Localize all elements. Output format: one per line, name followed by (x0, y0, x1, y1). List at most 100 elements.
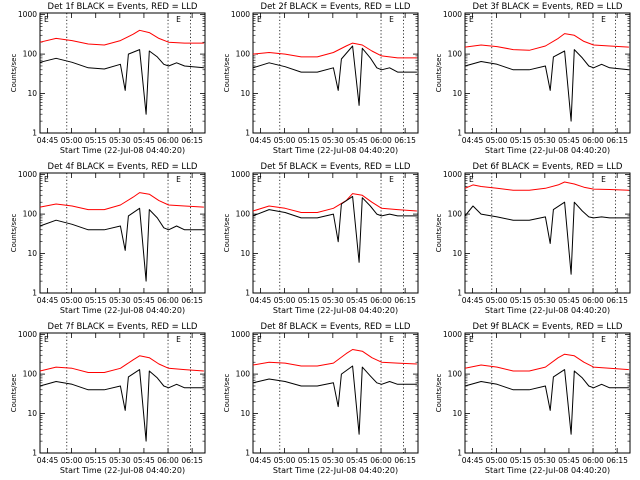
marker-label: E (469, 335, 474, 344)
x-tick-label: 06:15 (181, 136, 203, 145)
x-tick-label: 05:45 (133, 296, 155, 305)
y-tick-label: 10 (240, 409, 250, 418)
x-tick-label: 05:30 (322, 136, 344, 145)
lld-series-line (253, 43, 417, 58)
x-tick-label: 05:45 (133, 136, 155, 145)
y-tick-label: 1000 (18, 10, 37, 19)
lld-series-line (253, 350, 417, 367)
y-axis-label: Counts/sec (435, 214, 443, 253)
panel-det-7: Det 7f BLACK = Events, RED = LLD 1 10 100 10… (10, 322, 205, 475)
x-tick-label: 06:15 (606, 456, 628, 465)
x-tick-label: 05:00 (274, 136, 296, 145)
marker-label: E (257, 175, 262, 184)
marker-label: E (176, 175, 181, 184)
marker-label: E (389, 15, 394, 24)
events-series-line (253, 366, 417, 434)
y-tick-label: 10 (27, 409, 37, 418)
x-tick-label: 05:15 (85, 456, 107, 465)
x-axis-label: Start Time (22-Jul-08 04:40:20) (60, 306, 185, 315)
x-tick-label: 06:15 (394, 136, 416, 145)
x-tick-label: 05:45 (558, 296, 580, 305)
plot-frame (40, 173, 205, 293)
x-tick-label: 05:45 (558, 136, 580, 145)
events-series-line (465, 370, 629, 435)
x-tick-label: 06:00 (157, 456, 179, 465)
x-tick-label: 06:00 (370, 456, 392, 465)
lld-series-line (40, 356, 204, 373)
y-tick-label: 10 (27, 89, 37, 98)
panel-title: Det 1f BLACK = Events, RED = LLD (48, 2, 198, 12)
y-tick-label: 100 (236, 50, 251, 59)
y-axis-label: Counts/sec (10, 214, 18, 253)
y-tick-label: 1000 (231, 10, 250, 19)
x-tick-label: 06:00 (582, 456, 604, 465)
y-axis-label: Counts/sec (223, 54, 231, 93)
y-tick-label: 100 (236, 210, 251, 219)
x-tick-label: 05:00 (486, 456, 508, 465)
y-tick-label: 100 (448, 50, 463, 59)
x-tick-label: 05:30 (322, 456, 344, 465)
marker-label: E (601, 15, 606, 24)
plot-frame (465, 333, 630, 453)
x-tick-label: 05:15 (85, 296, 107, 305)
x-axis-label: Start Time (22-Jul-08 04:40:20) (273, 306, 398, 315)
marker-label: E (44, 335, 49, 344)
y-tick-label: 10 (27, 249, 37, 258)
y-axis-label: Counts/sec (10, 54, 18, 93)
y-axis-label: Counts/sec (223, 374, 231, 413)
marker-label: E (469, 15, 474, 24)
y-tick-label: 100 (236, 370, 251, 379)
lld-series-line (40, 30, 204, 45)
events-series-line (253, 46, 417, 105)
x-tick-label: 06:15 (606, 296, 628, 305)
panel-det-6: Det 6f BLACK = Events, RED = LLD 1 10 100 10… (435, 162, 630, 315)
plot-frame (253, 13, 418, 133)
lld-series-line (465, 34, 629, 51)
x-tick-label: 05:15 (510, 136, 532, 145)
x-tick-label: 06:00 (370, 136, 392, 145)
marker-label: E (176, 15, 181, 24)
panel-title: Det 4f BLACK = Events, RED = LLD (48, 162, 198, 172)
x-tick-label: 05:30 (109, 136, 131, 145)
x-tick-label: 05:45 (133, 456, 155, 465)
panel-det-9: Det 9f BLACK = Events, RED = LLD11010010… (435, 322, 630, 475)
marker-label: E (257, 15, 262, 24)
events-series-line (465, 202, 629, 274)
y-tick-label: 1000 (18, 170, 37, 179)
x-tick-label: 05:00 (486, 136, 508, 145)
marker-label: E (44, 175, 49, 184)
lld-series-line (40, 193, 204, 210)
panel-title: Det 6f BLACK = Events, RED = LLD (473, 162, 623, 172)
panel-title: Det 2f BLACK = Events, RED = LLD (261, 2, 411, 12)
x-tick-label: 06:00 (157, 296, 179, 305)
panel-det-8: Det 8f BLACK = Events, RED = LLD11010010… (223, 322, 418, 475)
y-axis-label: Counts/sec (223, 214, 231, 253)
x-tick-label: 05:30 (109, 296, 131, 305)
panel-det-5: Det 5f BLACK = Events, RED = LLD11010010… (223, 162, 418, 315)
x-tick-label: 05:30 (534, 296, 556, 305)
x-axis-label: Start Time (22-Jul-08 04:40:20) (60, 146, 185, 155)
events-series-line (40, 370, 204, 442)
events-series-line (40, 50, 204, 115)
x-tick-label: 05:15 (298, 296, 320, 305)
y-tick-label: 100 (23, 50, 38, 59)
x-tick-label: 05:15 (298, 456, 320, 465)
y-tick-label: 10 (452, 249, 462, 258)
x-tick-label: 05:00 (61, 296, 83, 305)
x-tick-label: 04:45 (250, 456, 272, 465)
x-tick-label: 06:00 (582, 296, 604, 305)
y-tick-label: 100 (23, 210, 38, 219)
panel-title: Det 5f BLACK = Events, RED = LLD (261, 162, 411, 172)
x-tick-label: 04:45 (250, 136, 272, 145)
plot-frame (253, 173, 418, 293)
x-tick-label: 05:15 (298, 136, 320, 145)
plot-frame (465, 13, 630, 133)
marker-label: E (176, 335, 181, 344)
events-series-line (253, 196, 417, 262)
y-axis-label: Counts/sec (435, 374, 443, 413)
y-tick-label: 1000 (443, 10, 462, 19)
x-tick-label: 04:45 (462, 296, 484, 305)
x-tick-label: 06:15 (394, 456, 416, 465)
x-tick-label: 06:15 (181, 296, 203, 305)
